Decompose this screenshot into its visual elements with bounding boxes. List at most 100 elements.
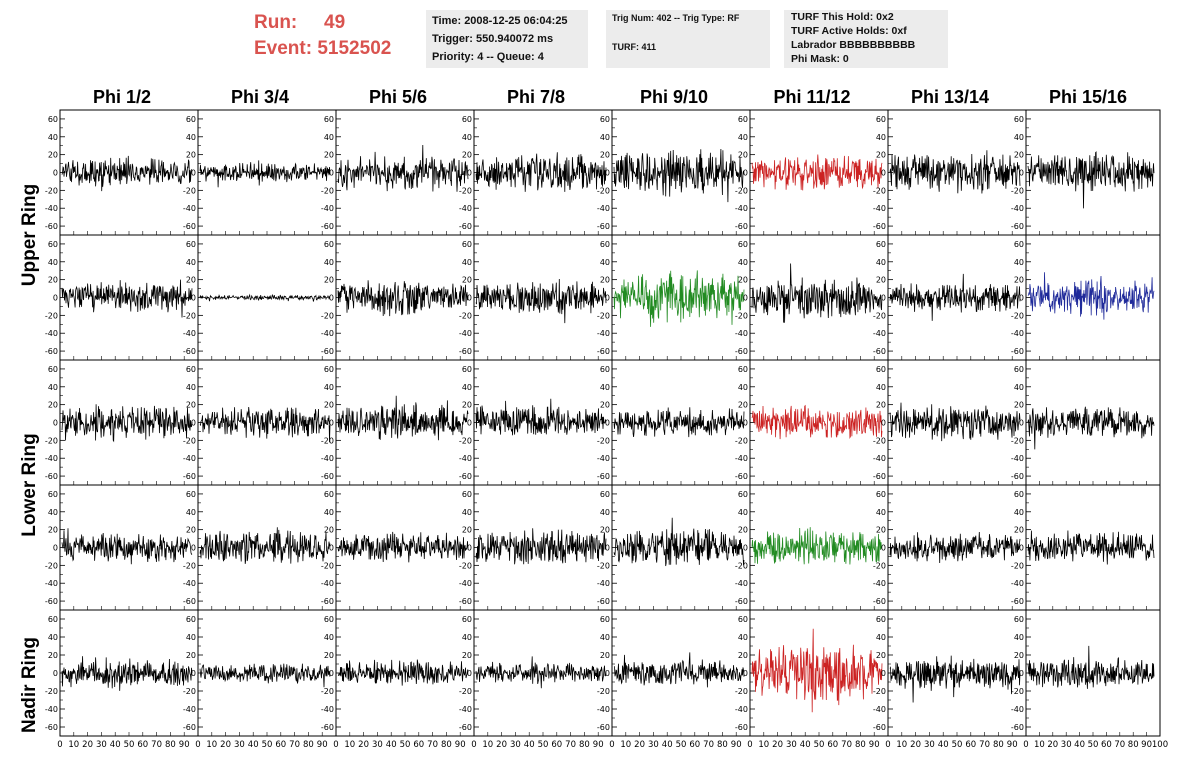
y-tick-label: -40 [1011, 705, 1024, 714]
y-tick-label: 40 [186, 508, 196, 517]
y-tick-label: -60 [1011, 222, 1024, 231]
y-tick-label: -60 [183, 723, 196, 732]
y-tick-label: -20 [1011, 687, 1024, 696]
x-tick-label: 80 [303, 740, 314, 750]
y-tick-label: -20 [459, 561, 472, 570]
y-tick-label: 20 [186, 151, 196, 160]
y-tick-label: -60 [735, 347, 748, 356]
y-tick-label: -60 [735, 472, 748, 481]
y-tick-label: -40 [183, 579, 196, 588]
col-header-phi-9-10: Phi 9/10 [639, 87, 709, 107]
waveform-trace [337, 280, 469, 317]
waveform-trace [751, 404, 883, 440]
y-tick-label: 60 [462, 240, 472, 249]
waveform-trace [61, 528, 193, 565]
waveform-trace [475, 656, 607, 689]
y-tick-label: 0 [881, 669, 886, 678]
waveform-trace [199, 527, 331, 564]
y-tick-label: -40 [735, 204, 748, 213]
x-tick-label: 90 [869, 740, 880, 750]
y-tick-label: -20 [1011, 561, 1024, 570]
y-tick-label: 20 [1014, 651, 1024, 660]
y-tick-label: -60 [1011, 472, 1024, 481]
run-value: 49 [324, 12, 346, 33]
y-tick-label: 0 [53, 669, 58, 678]
y-tick-label: -40 [1011, 204, 1024, 213]
y-tick-label: 0 [191, 169, 196, 178]
y-tick-label: 60 [48, 490, 58, 499]
col-header-phi-3-4: Phi 3/4 [230, 87, 290, 107]
y-tick-label: 0 [1019, 419, 1024, 428]
y-tick-label: -60 [873, 222, 886, 231]
y-tick-label: -60 [183, 222, 196, 231]
x-tick-label: 20 [358, 740, 369, 750]
waveform-trace [889, 655, 1021, 703]
y-tick-label: 40 [876, 383, 886, 392]
y-tick-label: 40 [600, 633, 610, 642]
y-tick-label: 60 [462, 365, 472, 374]
col-header-phi-13-14: Phi 13/14 [910, 87, 990, 107]
y-tick-label: -40 [183, 329, 196, 338]
y-tick-label: -20 [321, 687, 334, 696]
y-tick-label: 40 [876, 633, 886, 642]
y-tick-label: -40 [321, 329, 334, 338]
y-tick-label: 40 [324, 633, 334, 642]
waveform-trace [475, 528, 607, 565]
waveform-trace [613, 148, 745, 203]
y-tick-label: -60 [45, 347, 58, 356]
x-tick-label: 40 [938, 740, 949, 750]
x-tick-label: 80 [441, 740, 452, 750]
y-tick-label: -40 [597, 204, 610, 213]
x-tick-label: 80 [717, 740, 728, 750]
y-tick-label: 20 [600, 151, 610, 160]
y-tick-label: 0 [191, 419, 196, 428]
x-tick-label: 70 [565, 740, 576, 750]
waveform-trace [475, 278, 607, 324]
x-tick-label: 10 [482, 740, 493, 750]
y-tick-label: 20 [600, 401, 610, 410]
x-tick-label: 30 [648, 740, 659, 750]
y-tick-label: 40 [1014, 133, 1024, 142]
y-tick-label: 20 [876, 151, 886, 160]
x-tick-label: 90 [1141, 740, 1152, 750]
x-tick-label: 70 [841, 740, 852, 750]
y-tick-label: 60 [324, 615, 334, 624]
y-tick-label: -40 [459, 329, 472, 338]
y-tick-label: 0 [191, 544, 196, 553]
y-tick-label: -20 [735, 561, 748, 570]
x-tick-label: 0 [609, 740, 614, 750]
y-tick-label: 0 [467, 544, 472, 553]
x-tick-label: 60 [1101, 740, 1112, 750]
x-tick-label: 20 [1047, 740, 1058, 750]
y-tick-label: 60 [876, 615, 886, 624]
x-tick-label: 30 [924, 740, 935, 750]
waveform-trace [1027, 530, 1155, 565]
y-tick-label: -60 [1011, 723, 1024, 732]
x-tick-label: 50 [400, 740, 411, 750]
x-tick-label: 30 [96, 740, 107, 750]
y-tick-label: 40 [48, 508, 58, 517]
y-tick-label: 40 [876, 258, 886, 267]
trigger-text: Trigger: 550.940072 ms [432, 33, 554, 45]
y-tick-label: -60 [321, 597, 334, 606]
y-tick-label: -40 [597, 329, 610, 338]
y-tick-label: 60 [1014, 490, 1024, 499]
y-tick-label: 0 [1019, 294, 1024, 303]
waveform-panel [749, 609, 889, 737]
y-tick-label: -60 [597, 597, 610, 606]
y-tick-label: -40 [873, 579, 886, 588]
x-tick-label: 90 [731, 740, 742, 750]
y-tick-label: 40 [186, 383, 196, 392]
y-tick-label: 20 [876, 651, 886, 660]
y-tick-label: 0 [191, 294, 196, 303]
y-tick-label: 20 [186, 276, 196, 285]
waveform-trace [889, 273, 1021, 321]
x-tick-label: 50 [538, 740, 549, 750]
y-tick-label: 20 [462, 401, 472, 410]
trig-num-text: Trig Num: 402 -- Trig Type: RF [612, 13, 740, 23]
y-tick-label: -40 [735, 454, 748, 463]
y-tick-label: -40 [735, 329, 748, 338]
waveform-trace [61, 279, 193, 318]
y-tick-label: 0 [743, 294, 748, 303]
